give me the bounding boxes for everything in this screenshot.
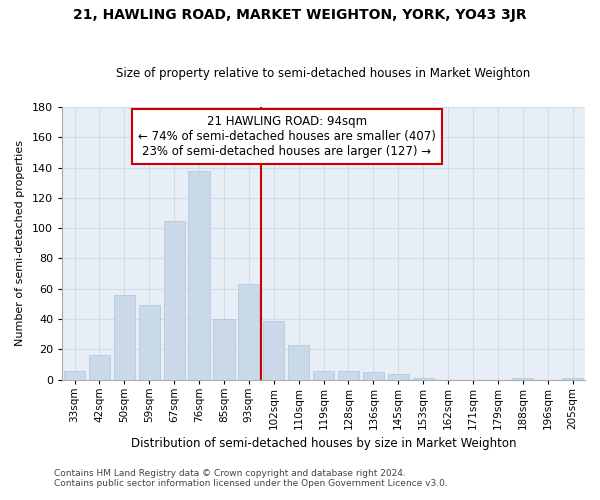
Bar	[64, 370, 85, 380]
Y-axis label: Number of semi-detached properties: Number of semi-detached properties	[15, 140, 25, 346]
Bar	[363, 372, 384, 380]
Bar	[562, 378, 583, 380]
Bar	[263, 320, 284, 380]
Bar	[164, 220, 185, 380]
Bar	[313, 370, 334, 380]
Bar	[338, 370, 359, 380]
Bar	[139, 306, 160, 380]
Bar	[288, 345, 309, 380]
Text: Contains public sector information licensed under the Open Government Licence v3: Contains public sector information licen…	[54, 478, 448, 488]
Bar	[512, 378, 533, 380]
Text: 21, HAWLING ROAD, MARKET WEIGHTON, YORK, YO43 3JR: 21, HAWLING ROAD, MARKET WEIGHTON, YORK,…	[73, 8, 527, 22]
Bar	[89, 356, 110, 380]
Bar	[214, 319, 235, 380]
Bar	[114, 295, 135, 380]
Bar	[413, 378, 434, 380]
Text: Contains HM Land Registry data © Crown copyright and database right 2024.: Contains HM Land Registry data © Crown c…	[54, 468, 406, 477]
Text: 21 HAWLING ROAD: 94sqm
← 74% of semi-detached houses are smaller (407)
23% of se: 21 HAWLING ROAD: 94sqm ← 74% of semi-det…	[138, 115, 436, 158]
Bar	[388, 374, 409, 380]
Bar	[188, 170, 209, 380]
X-axis label: Distribution of semi-detached houses by size in Market Weighton: Distribution of semi-detached houses by …	[131, 437, 516, 450]
Bar	[238, 284, 259, 380]
Title: Size of property relative to semi-detached houses in Market Weighton: Size of property relative to semi-detach…	[116, 66, 530, 80]
